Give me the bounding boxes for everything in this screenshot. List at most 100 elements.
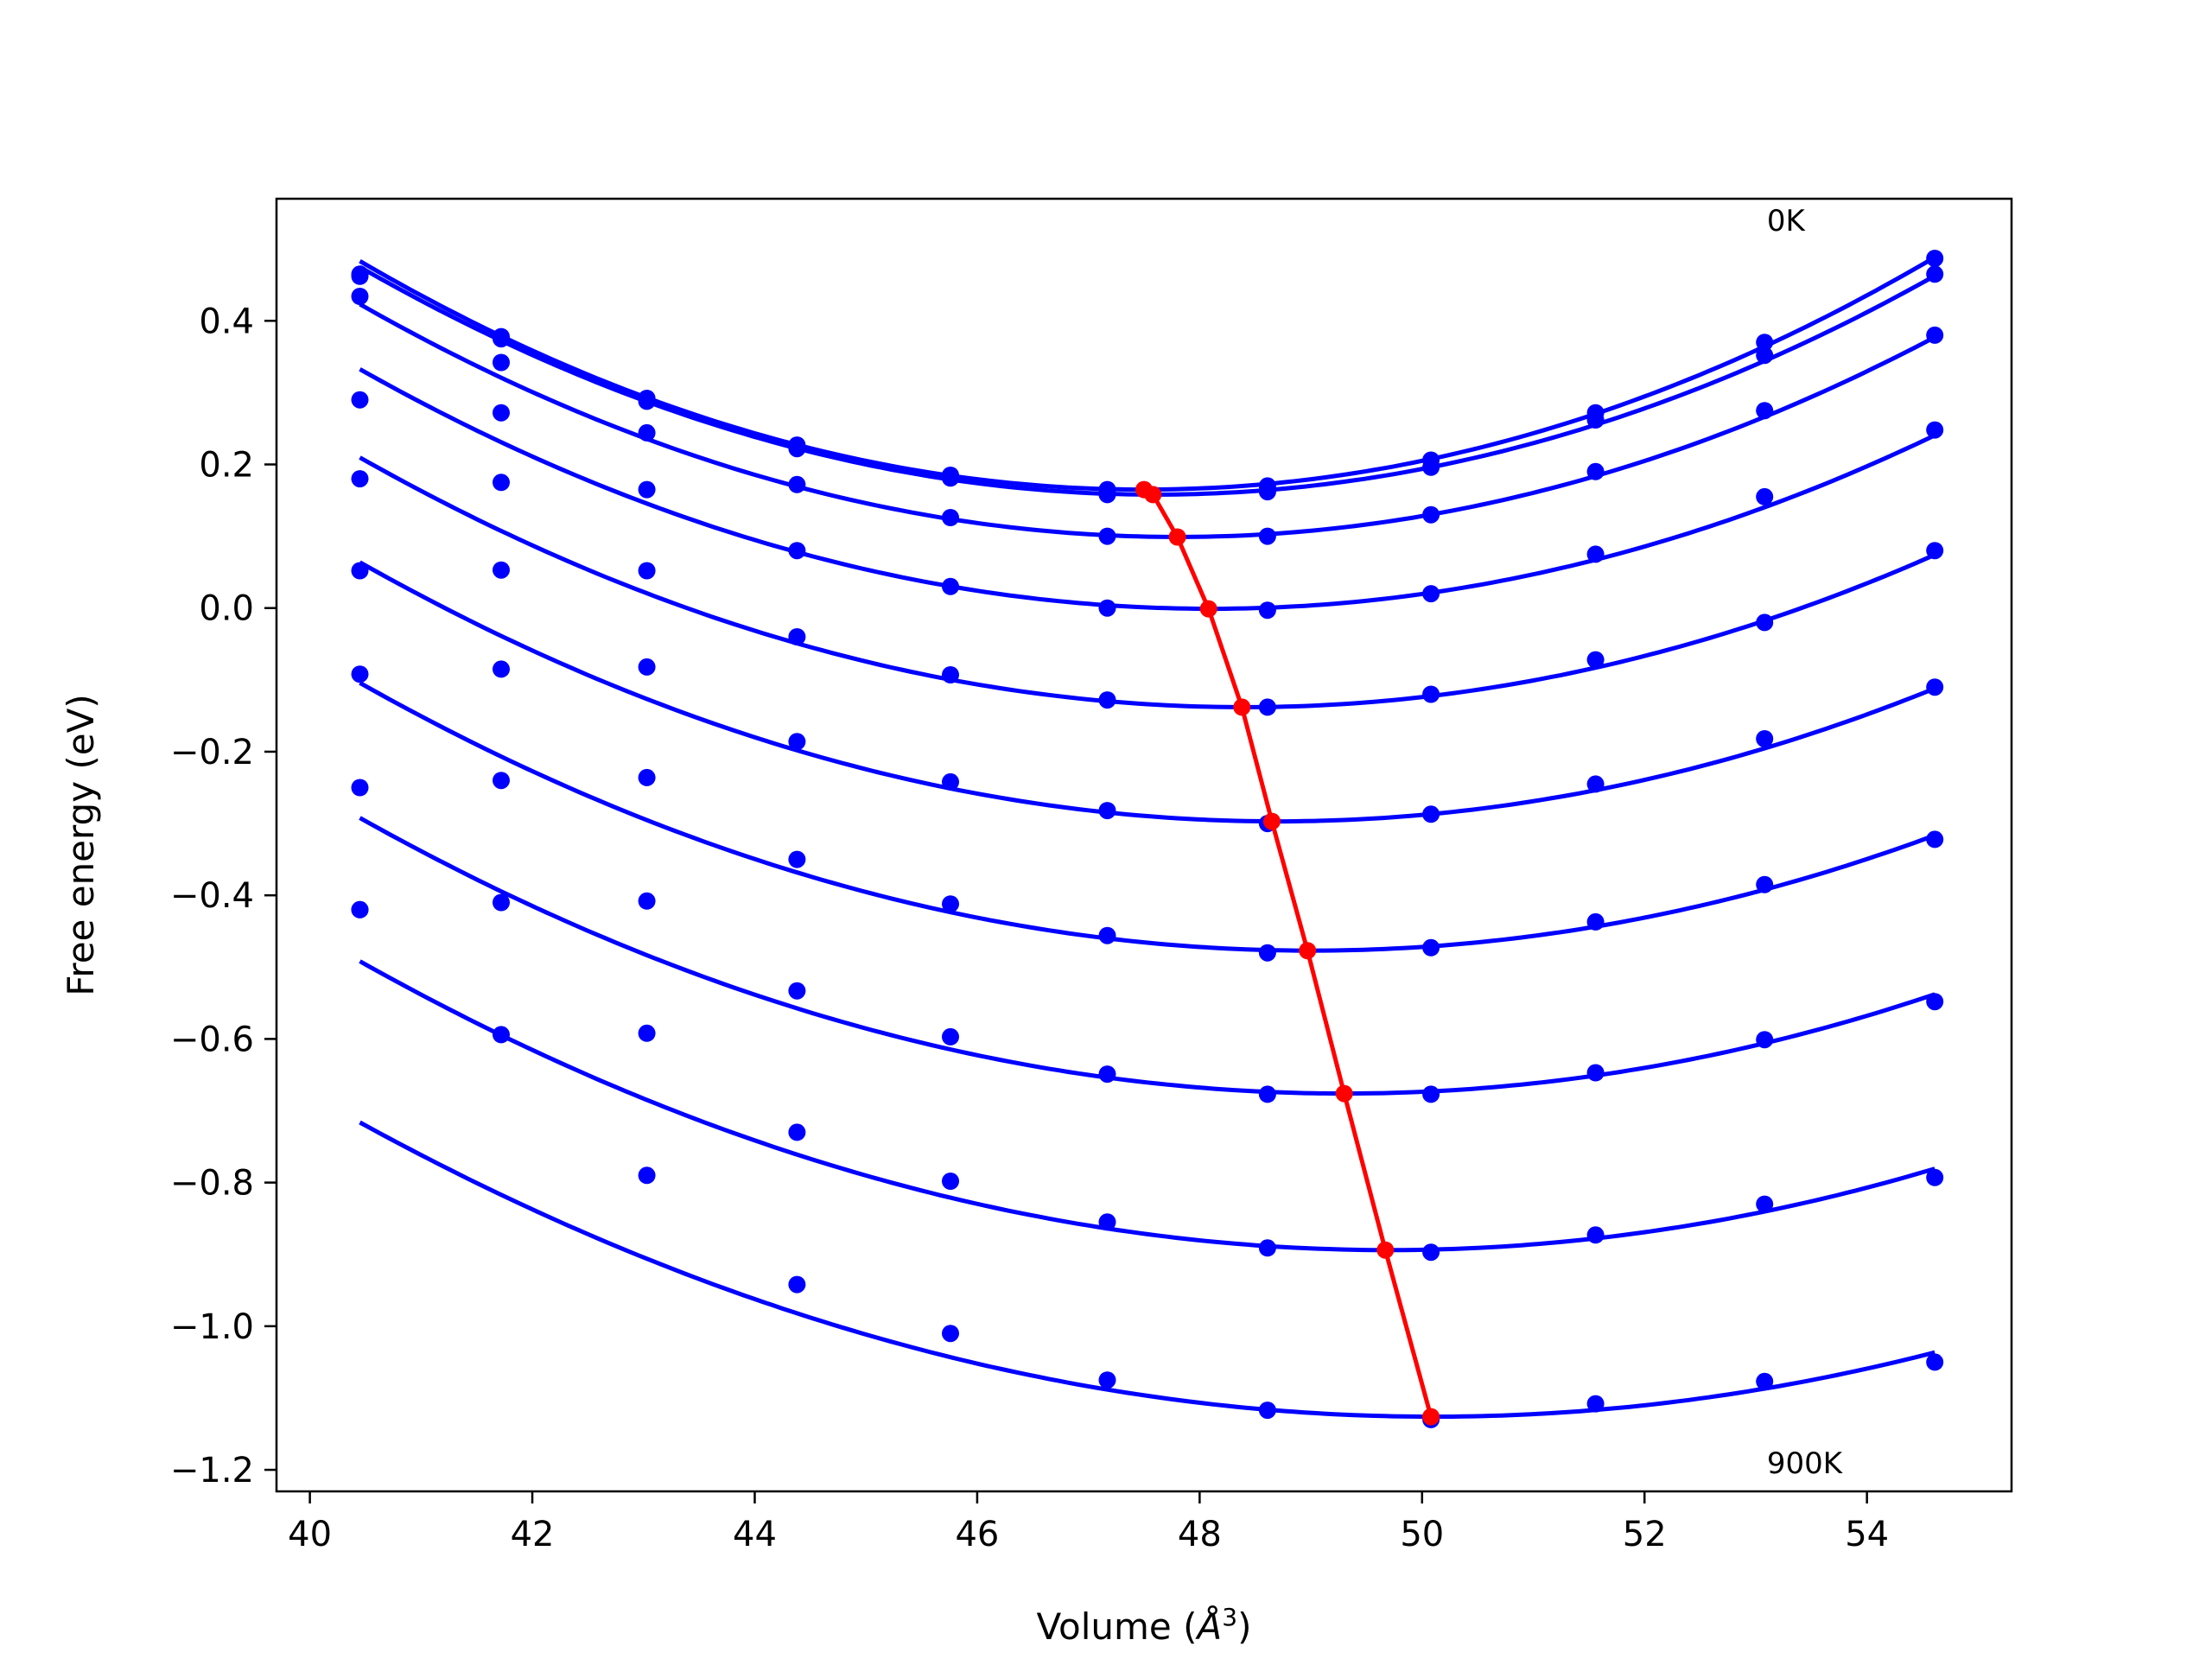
data-point-100K-2 bbox=[638, 392, 656, 410]
fit-curve-600K bbox=[359, 681, 1936, 953]
data-point-500K-4 bbox=[942, 772, 959, 791]
data-point-900K-0 bbox=[351, 900, 369, 918]
data-point-800K-7 bbox=[1422, 1243, 1440, 1262]
data-point-700K-0 bbox=[351, 779, 369, 797]
data-point-100K-4 bbox=[942, 469, 959, 487]
fit-curve-400K bbox=[359, 455, 1936, 709]
data-point-600K-4 bbox=[942, 895, 959, 913]
data-point-100K-1 bbox=[493, 330, 510, 348]
data-point-100K-3 bbox=[788, 440, 806, 458]
x-tick-label: 50 bbox=[1400, 1515, 1444, 1554]
data-point-100K-9 bbox=[1756, 346, 1774, 365]
data-point-400K-8 bbox=[1586, 651, 1605, 669]
data-point-500K-2 bbox=[638, 658, 656, 676]
x-axis-ticks: 40 42 44 46 48 50 52 54 bbox=[288, 1491, 1889, 1554]
annotation-900K: 900K bbox=[1767, 1446, 1844, 1481]
data-point-200K-0 bbox=[351, 288, 369, 305]
data-point-200K-1 bbox=[493, 353, 510, 372]
data-point-700K-4 bbox=[942, 1027, 959, 1046]
data-point-400K-1 bbox=[493, 474, 510, 492]
data-point-600K-5 bbox=[1098, 926, 1116, 944]
fit-curve-800K bbox=[359, 959, 1936, 1253]
data-point-500K-0 bbox=[351, 562, 369, 580]
data-point-300K-0 bbox=[351, 391, 369, 409]
fit-curves bbox=[359, 255, 1936, 1420]
data-point-800K-6 bbox=[1258, 1239, 1276, 1257]
data-point-900K-3 bbox=[788, 1275, 806, 1294]
data-point-200K-8 bbox=[1586, 462, 1605, 480]
data-point-800K-2 bbox=[638, 1024, 656, 1042]
y-tick-label: −0.8 bbox=[170, 1164, 254, 1204]
data-point-500K-10 bbox=[1926, 678, 1944, 696]
data-point-200K-6 bbox=[1258, 527, 1276, 545]
data-point-400K-2 bbox=[638, 562, 656, 580]
data-point-300K-1 bbox=[493, 404, 510, 422]
data-point-300K-7 bbox=[1422, 585, 1440, 603]
minima-path-line bbox=[1142, 487, 1433, 1418]
data-point-700K-10 bbox=[1926, 993, 1944, 1011]
fit-curve-200K bbox=[359, 302, 1936, 540]
data-point-300K-4 bbox=[942, 577, 959, 595]
x-tick-label: 46 bbox=[955, 1515, 999, 1554]
data-point-600K-0 bbox=[351, 665, 369, 683]
x-tick-label: 54 bbox=[1845, 1515, 1889, 1554]
y-tick-label: 0.0 bbox=[199, 589, 254, 629]
data-point-800K-4 bbox=[942, 1173, 959, 1190]
data-point-600K-2 bbox=[638, 768, 656, 786]
data-point-800K-8 bbox=[1586, 1226, 1605, 1244]
data-point-300K-2 bbox=[638, 480, 656, 499]
data-point-800K-3 bbox=[788, 1123, 806, 1141]
data-point-900K-8 bbox=[1586, 1395, 1605, 1413]
data-point-900K-9 bbox=[1756, 1372, 1774, 1390]
data-point-500K-5 bbox=[1098, 802, 1116, 820]
data-point-800K-1 bbox=[493, 893, 510, 912]
y-tick-label: −1.2 bbox=[170, 1451, 254, 1491]
data-point-500K-3 bbox=[788, 733, 806, 751]
fit-curve-300K bbox=[359, 367, 1936, 612]
data-point-900K-4 bbox=[942, 1325, 959, 1343]
data-point-700K-9 bbox=[1756, 1031, 1774, 1049]
data-point-200K-9 bbox=[1756, 402, 1774, 420]
minimum-point-7 bbox=[1335, 1084, 1353, 1103]
annotation-0K: 0K bbox=[1767, 204, 1807, 238]
data-point-600K-3 bbox=[788, 850, 806, 868]
data-point-700K-8 bbox=[1586, 1064, 1605, 1082]
x-axis-label: Volume (Å3) bbox=[1037, 1603, 1252, 1648]
data-point-0K-9 bbox=[1756, 334, 1774, 352]
data-point-100K-8 bbox=[1586, 411, 1605, 429]
annotations: 0K 900K bbox=[1767, 204, 1844, 1481]
data-point-200K-7 bbox=[1422, 505, 1440, 524]
fit-curve-700K bbox=[359, 816, 1936, 1096]
data-point-400K-0 bbox=[351, 470, 369, 488]
y-tick-label: 0.4 bbox=[199, 302, 254, 341]
data-point-600K-9 bbox=[1756, 875, 1774, 893]
data-point-300K-5 bbox=[1098, 599, 1116, 617]
data-point-900K-2 bbox=[638, 1166, 656, 1185]
data-point-200K-3 bbox=[788, 475, 806, 493]
data-point-800K-5 bbox=[1098, 1213, 1116, 1231]
data-point-800K-9 bbox=[1756, 1195, 1774, 1213]
data-point-700K-6 bbox=[1258, 1085, 1276, 1103]
fit-curve-100K bbox=[359, 264, 1936, 497]
data-point-300K-10 bbox=[1926, 421, 1944, 439]
data-point-500K-9 bbox=[1756, 730, 1774, 747]
data-point-800K-10 bbox=[1926, 1168, 1944, 1186]
data-point-600K-7 bbox=[1422, 938, 1440, 957]
data-point-500K-1 bbox=[493, 561, 510, 579]
minimum-point-8 bbox=[1376, 1241, 1395, 1259]
data-point-600K-6 bbox=[1258, 944, 1276, 962]
plot-frame bbox=[275, 197, 2013, 1493]
data-point-400K-3 bbox=[788, 628, 806, 645]
y-tick-label: −1.0 bbox=[170, 1307, 254, 1347]
fit-curve-900K bbox=[359, 1120, 1936, 1420]
data-point-300K-6 bbox=[1258, 601, 1276, 620]
y-tick-label: 0.2 bbox=[199, 446, 254, 486]
data-point-300K-8 bbox=[1586, 545, 1605, 563]
minimum-point-3 bbox=[1199, 600, 1217, 618]
data-point-400K-10 bbox=[1926, 542, 1944, 560]
data-point-600K-10 bbox=[1926, 830, 1944, 849]
data-point-700K-1 bbox=[493, 772, 510, 790]
data-point-900K-5 bbox=[1098, 1371, 1116, 1389]
x-tick-label: 48 bbox=[1178, 1515, 1222, 1554]
data-point-700K-7 bbox=[1422, 1085, 1440, 1103]
